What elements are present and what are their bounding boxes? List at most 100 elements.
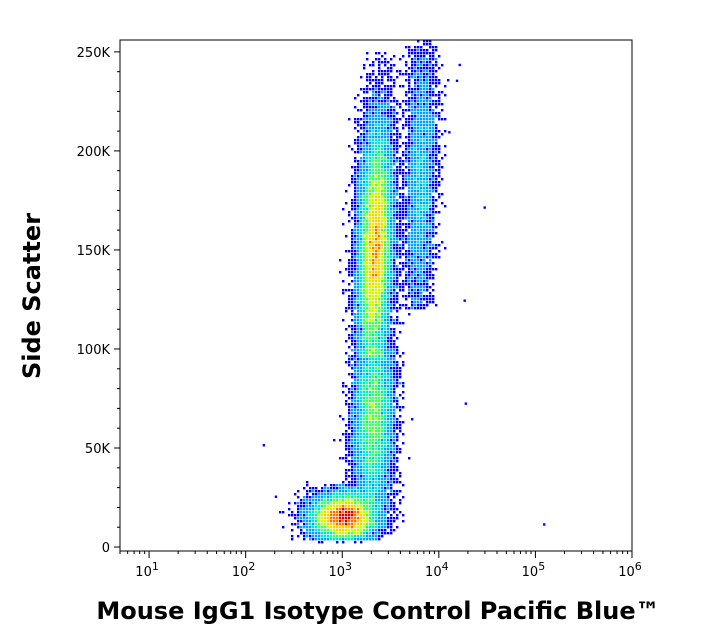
density-dot <box>393 376 396 379</box>
density-dot <box>363 208 366 211</box>
density-dot <box>414 199 417 202</box>
density-dot <box>375 481 378 484</box>
density-dot <box>363 133 366 136</box>
density-dot <box>327 526 330 529</box>
density-dot <box>378 508 381 511</box>
density-dot <box>357 445 360 448</box>
density-dot <box>357 124 360 127</box>
density-dot <box>390 220 393 223</box>
density-dot <box>360 217 363 220</box>
density-dot <box>378 262 381 265</box>
density-dot <box>429 145 432 148</box>
density-dot <box>351 496 354 499</box>
density-dot <box>411 292 414 295</box>
density-dot <box>429 241 432 244</box>
density-dot <box>426 148 429 151</box>
density-dot <box>360 292 363 295</box>
density-dot <box>387 199 390 202</box>
density-dot <box>390 367 393 370</box>
density-dot <box>363 130 366 133</box>
density-dot <box>438 145 441 148</box>
density-dot <box>408 256 411 259</box>
density-dot <box>378 331 381 334</box>
density-dot <box>429 172 432 175</box>
density-dot <box>390 523 393 526</box>
density-dot <box>351 412 354 415</box>
density-dot <box>345 499 348 502</box>
density-dot <box>372 520 375 523</box>
density-dot <box>375 82 378 85</box>
density-dot <box>348 532 351 535</box>
density-dot <box>393 148 396 151</box>
density-dot <box>381 361 384 364</box>
density-dot <box>327 499 330 502</box>
density-dot <box>357 169 360 172</box>
density-dot <box>294 502 297 505</box>
density-dot <box>408 85 411 88</box>
density-dot <box>408 223 411 226</box>
density-dot <box>426 88 429 91</box>
density-dot <box>282 511 285 514</box>
density-dot <box>360 358 363 361</box>
density-dot <box>342 493 345 496</box>
density-dot <box>408 190 411 193</box>
density-dot <box>375 427 378 430</box>
density-dot <box>420 184 423 187</box>
density-dot <box>414 49 417 52</box>
density-dot <box>411 67 414 70</box>
density-dot <box>327 487 330 490</box>
density-dot <box>381 334 384 337</box>
density-dot <box>411 205 414 208</box>
density-dot <box>372 280 375 283</box>
density-dot <box>396 274 399 277</box>
density-dot <box>390 490 393 493</box>
density-dot <box>363 532 366 535</box>
density-dot <box>384 175 387 178</box>
density-dot <box>378 487 381 490</box>
density-dot <box>417 82 420 85</box>
density-dot <box>420 211 423 214</box>
density-dot <box>348 259 351 262</box>
density-dot <box>435 136 438 139</box>
density-dot <box>408 97 411 100</box>
density-dot <box>348 529 351 532</box>
density-dot <box>402 286 405 289</box>
density-dot <box>369 352 372 355</box>
density-dot <box>411 91 414 94</box>
density-dot <box>360 475 363 478</box>
density-dot <box>393 229 396 232</box>
density-dot <box>351 394 354 397</box>
density-dot <box>366 295 369 298</box>
density-dot <box>381 295 384 298</box>
density-dot <box>363 310 366 313</box>
density-dot <box>342 382 345 385</box>
density-dot <box>396 244 399 247</box>
density-dot <box>381 217 384 220</box>
density-dot <box>348 523 351 526</box>
density-dot <box>432 136 435 139</box>
density-dot <box>345 520 348 523</box>
density-dot <box>357 370 360 373</box>
density-dot <box>375 367 378 370</box>
density-dot <box>423 232 426 235</box>
density-dot <box>417 40 420 43</box>
density-dot <box>390 127 393 130</box>
density-dot <box>315 508 318 511</box>
density-dot <box>348 220 351 223</box>
density-dot <box>390 310 393 313</box>
density-dot <box>363 520 366 523</box>
density-dot <box>414 244 417 247</box>
density-dot <box>357 355 360 358</box>
density-dot <box>375 247 378 250</box>
plot-frame <box>119 39 633 552</box>
density-dot <box>354 172 357 175</box>
density-dot <box>405 262 408 265</box>
density-dot <box>384 508 387 511</box>
density-dot <box>378 532 381 535</box>
density-dot <box>384 319 387 322</box>
density-dot <box>384 229 387 232</box>
density-dot <box>345 424 348 427</box>
density-dot <box>354 253 357 256</box>
density-dot <box>369 175 372 178</box>
density-dot <box>354 439 357 442</box>
